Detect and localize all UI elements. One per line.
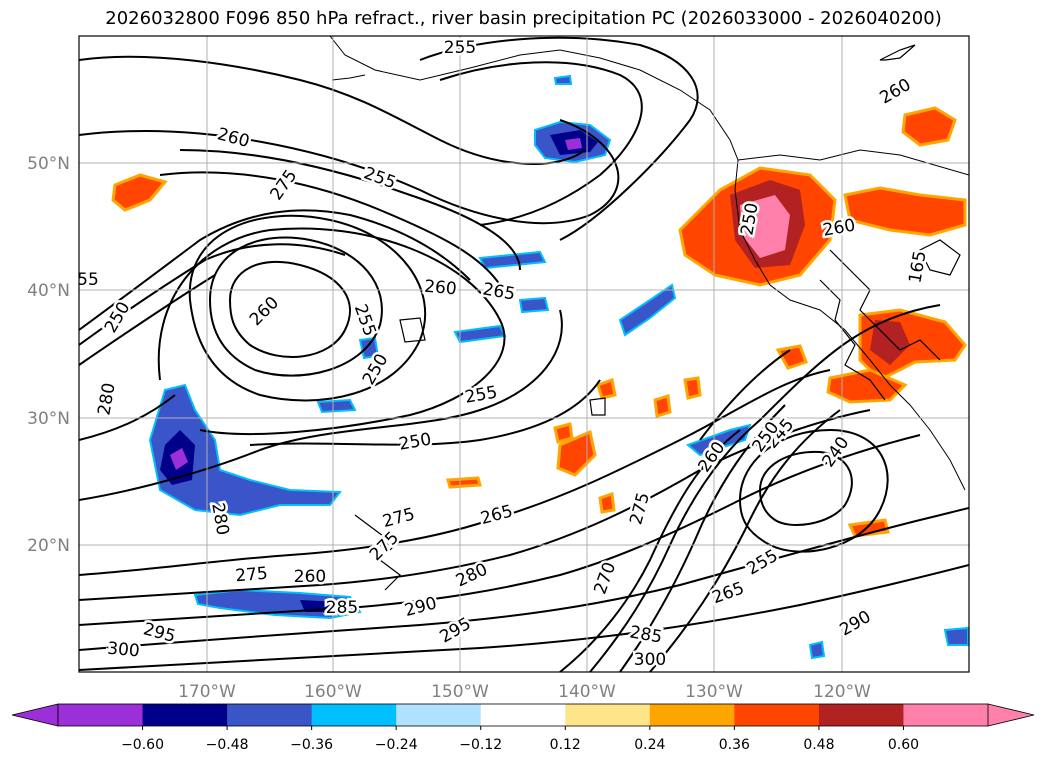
colorbar: −0.60 −0.48 −0.36 −0.24 −0.12 0.12 0.24 0.36 0.4… bbox=[11, 703, 1035, 753]
colorbar-tick-label: 0.48 bbox=[803, 737, 834, 753]
colorbar-tick-label: −0.48 bbox=[206, 737, 249, 753]
lon-label-130w: 130°W bbox=[685, 682, 743, 702]
contour-label: 275 bbox=[235, 564, 269, 587]
colorbar-segment bbox=[734, 704, 820, 726]
colorbar-tick-label: −0.60 bbox=[121, 737, 164, 753]
precip-positive-shading bbox=[111, 106, 967, 538]
contour-label-halo: 285 bbox=[326, 598, 358, 618]
colorbar-tick-label: −0.12 bbox=[459, 737, 502, 753]
lat-label-20n: 20°N bbox=[27, 536, 70, 556]
contour-label-halo: 280 bbox=[94, 381, 119, 416]
colorbar-segment bbox=[818, 704, 904, 726]
colorbar-tick-label: 0.12 bbox=[550, 737, 581, 753]
lon-label-170w: 170°W bbox=[178, 682, 236, 702]
lon-label-160w: 160°W bbox=[304, 682, 362, 702]
graticule bbox=[79, 36, 969, 672]
colorbar-tick-label: −0.36 bbox=[290, 737, 333, 753]
colorbar-tick-label: 0.36 bbox=[719, 737, 750, 753]
contour-label-halo: 300 bbox=[634, 650, 666, 670]
colorbar-segment bbox=[311, 704, 397, 726]
contour-label-halo: 55 bbox=[77, 270, 99, 290]
colorbar-tick-label: 0.60 bbox=[888, 737, 919, 753]
contour-label: 255 bbox=[444, 38, 476, 58]
contour-label: 260 bbox=[294, 567, 326, 587]
coastlines bbox=[329, 36, 969, 491]
colorbar-segment bbox=[480, 704, 566, 726]
colorbar-tick-label: 0.24 bbox=[634, 737, 665, 753]
colorbar-extend-max bbox=[987, 703, 1035, 727]
colorbar-segment bbox=[227, 704, 313, 726]
contour-label: 300 bbox=[106, 639, 140, 662]
colorbar-segment bbox=[58, 704, 144, 726]
lon-label-140w: 140°W bbox=[558, 682, 616, 702]
contour-label: 260 bbox=[423, 277, 457, 300]
colorbar-tick-label: −0.24 bbox=[375, 737, 418, 753]
contour-label-halo: 255 bbox=[444, 38, 476, 58]
map-border bbox=[78, 35, 970, 673]
lat-label-30n: 30°N bbox=[27, 409, 70, 429]
contour-label: 300 bbox=[634, 650, 666, 670]
lon-label-120w: 120°W bbox=[813, 682, 871, 702]
contour-label: 285 bbox=[326, 598, 358, 618]
fine-contours bbox=[354, 44, 961, 591]
contour-label-halo: 260 bbox=[294, 567, 326, 587]
map-title: 2026032800 F096 850 hPa refract., river … bbox=[105, 8, 942, 29]
lat-label-50n: 50°N bbox=[27, 154, 70, 174]
colorbar-segment bbox=[565, 704, 651, 726]
colorbar-segment bbox=[649, 704, 735, 726]
map-panel bbox=[79, 36, 969, 672]
colorbar-segment bbox=[396, 704, 482, 726]
colorbar-outline bbox=[57, 703, 989, 727]
colorbar-segment bbox=[903, 704, 989, 726]
lon-label-150w: 150°W bbox=[431, 682, 489, 702]
lat-label-40n: 40°N bbox=[27, 281, 70, 301]
contour-label: 55 bbox=[77, 270, 99, 290]
colorbar-segment bbox=[142, 704, 228, 726]
colorbar-extend-min bbox=[11, 703, 59, 727]
